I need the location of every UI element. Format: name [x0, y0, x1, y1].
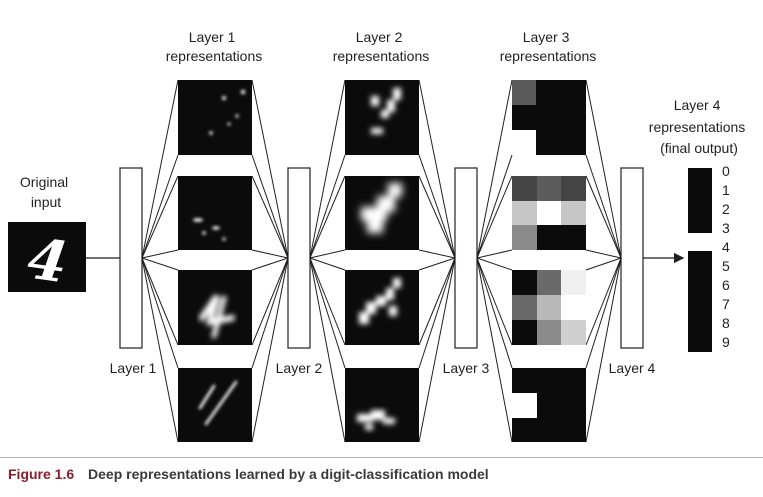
layer2-label: Layer 2	[276, 360, 323, 376]
layer1-map-1	[178, 80, 252, 155]
layer3-map-2	[512, 176, 586, 250]
layer4-box	[620, 167, 644, 349]
layer2-map-2	[345, 176, 419, 250]
layer2-map-3	[345, 270, 419, 345]
digit-label-1: 1	[722, 182, 730, 198]
digit-label-6: 6	[722, 277, 730, 293]
final-output-active-cell	[688, 233, 712, 251]
digit-label-9: 9	[722, 334, 730, 350]
svg-text:4: 4	[24, 226, 72, 297]
digit-label-3: 3	[722, 220, 730, 236]
caption-rule	[0, 457, 763, 458]
layer1-label: Layer 1	[110, 360, 157, 376]
digit-label-7: 7	[722, 296, 730, 312]
layer4-representations-label: Layer 4 representations (final output)	[649, 97, 749, 156]
figure-number: Figure 1.6	[8, 466, 75, 482]
layer1-map-4	[178, 368, 252, 442]
figure-caption: Figure 1.6 Deep representations learned …	[8, 466, 758, 482]
layer2-connections	[309, 79, 456, 443]
layer2-map-4	[345, 368, 419, 442]
original-input-label: Original input	[20, 174, 72, 210]
layer3-label: Layer 3	[443, 360, 490, 376]
layer2-box	[287, 167, 311, 349]
digit-label-0: 0	[722, 163, 730, 179]
final-output-digit-labels: 0 1 2 3 4 5 6 7 8 9	[722, 163, 730, 350]
layer1-representations-label: Layer 1 representations	[166, 29, 263, 64]
layer4-label: Layer 4	[609, 360, 656, 376]
layer1-map-3	[178, 270, 252, 345]
layer1-map-2	[178, 176, 252, 250]
layer2-map-1	[345, 80, 419, 155]
layer3-representations-label: Layer 3 representations	[500, 29, 597, 64]
digit-label-2: 2	[722, 201, 730, 217]
digit-label-8: 8	[722, 315, 730, 331]
original-input-image: 4	[8, 222, 86, 296]
layer2-representations-label: Layer 2 representations	[333, 29, 430, 64]
layer3-map-3	[512, 270, 586, 345]
digit-label-4: 4	[722, 239, 730, 255]
layer3-map-1	[512, 80, 586, 155]
final-output-bar	[688, 168, 712, 352]
figure-caption-text: Deep representations learned by a digit-…	[88, 466, 489, 482]
layer3-connections	[476, 79, 622, 443]
layer1-connections	[141, 79, 289, 443]
layer3-map-4	[512, 368, 586, 442]
layer1-box	[119, 167, 143, 349]
layer3-box	[454, 167, 478, 349]
digit-label-5: 5	[722, 258, 730, 274]
